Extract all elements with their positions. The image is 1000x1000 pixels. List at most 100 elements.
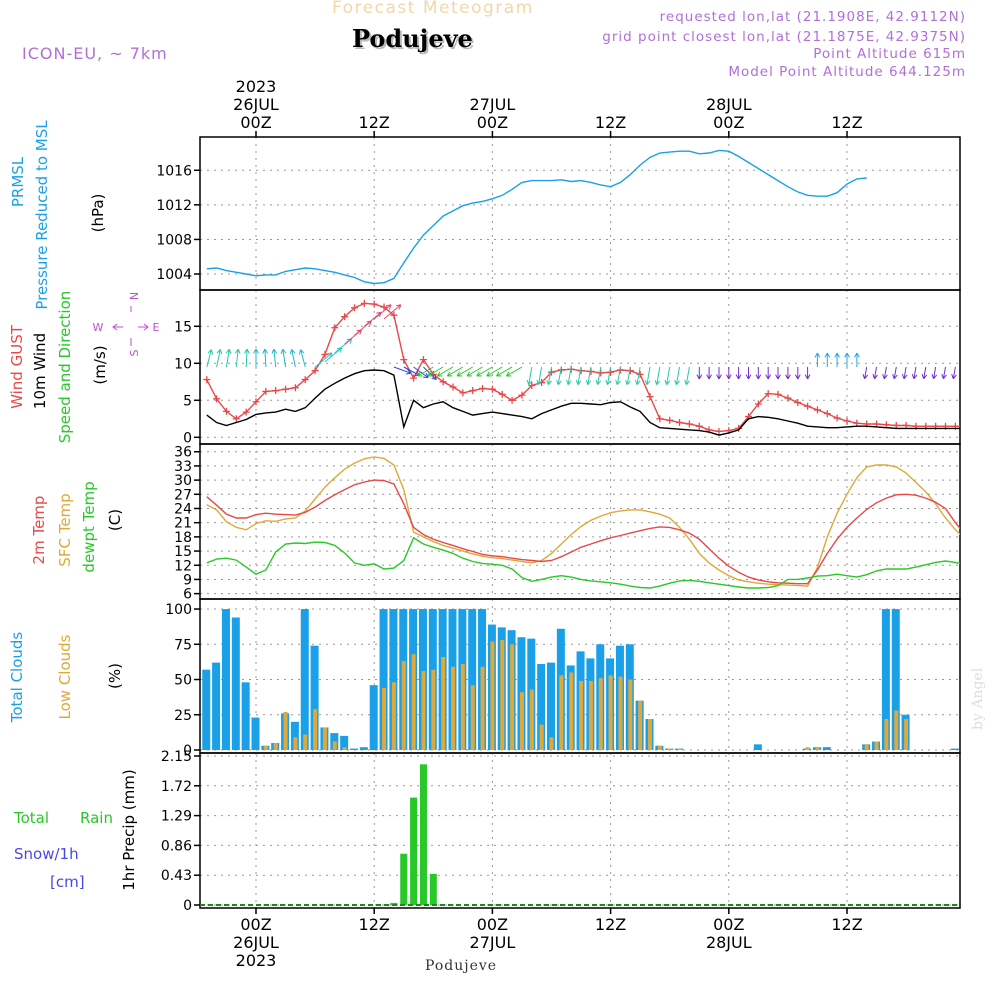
low-cloud-bar xyxy=(588,680,593,750)
y-tick-label: 1004 xyxy=(156,267,192,283)
wind-arrow xyxy=(892,366,898,380)
gust-line-marker xyxy=(282,385,290,393)
total-cloud-bar xyxy=(881,609,890,750)
compass-arrows xyxy=(112,306,149,346)
legend-2m-temp: 2m Temp xyxy=(30,496,48,565)
low-cloud-bar xyxy=(549,737,554,750)
gust-line-marker xyxy=(813,406,821,414)
compass-icon: N S W E xyxy=(93,292,160,357)
total-cloud-bar xyxy=(251,717,260,750)
low-cloud-bar xyxy=(874,741,879,750)
wind-arrow xyxy=(595,366,602,386)
total-cloud-bar xyxy=(202,669,211,750)
wind-arrow xyxy=(971,367,976,379)
low-cloud-bar xyxy=(579,680,584,750)
wind-arrow xyxy=(298,349,306,368)
top-time-label: 00Z xyxy=(240,113,271,132)
gust-line-marker xyxy=(252,398,260,406)
gust-line-marker xyxy=(804,402,812,410)
y-tick-label: 27 xyxy=(174,487,192,503)
legend-snow: Snow/1h xyxy=(14,845,79,863)
wind-arrow xyxy=(244,348,250,368)
y-tick-label: 0.43 xyxy=(161,868,192,884)
top-time-label: 00Z xyxy=(713,113,744,132)
gust-line-marker xyxy=(390,311,398,319)
total-cloud-bar xyxy=(537,664,546,750)
wind-arrow xyxy=(941,366,947,380)
legend-wind-gust: Wind GUST xyxy=(8,324,26,409)
gust-line-marker xyxy=(272,387,280,395)
top-time-label: 27JUL xyxy=(470,95,516,114)
wind-arrow xyxy=(206,349,214,368)
temp2m-line xyxy=(206,479,960,585)
gust-line-marker xyxy=(981,423,988,430)
low-cloud-bar xyxy=(283,711,288,750)
compass-n: N xyxy=(128,292,141,300)
gust-line-marker xyxy=(518,391,526,399)
legend-total: Total xyxy=(14,809,50,827)
total-cloud-bar xyxy=(379,609,388,750)
dewpt-line xyxy=(206,536,960,589)
low-cloud-bar xyxy=(500,640,505,750)
bottom-time-label: 26JUL xyxy=(233,933,279,952)
rain-bar xyxy=(410,797,418,905)
wind-arrow xyxy=(556,366,562,386)
y-tick-label: 1.29 xyxy=(161,809,192,825)
low-cloud-bar xyxy=(480,666,485,750)
gust-line-marker xyxy=(636,370,644,378)
requested-coords: requested lon,lat (21.1908E, 42.9112N) xyxy=(659,9,966,25)
gust-line-marker xyxy=(203,376,211,384)
low-cloud-bar xyxy=(421,671,426,750)
y-tick-label: 15 xyxy=(174,544,192,560)
y-tick-label: 6 xyxy=(183,587,192,603)
top-time-label: 26JUL xyxy=(233,95,279,114)
low-cloud-bar xyxy=(470,685,475,750)
top-time-label: 12Z xyxy=(595,113,626,132)
wind-arrow xyxy=(872,366,878,380)
gust-line-marker xyxy=(823,410,831,418)
bottom-time-label: 27JUL xyxy=(470,933,516,952)
gust-line-marker xyxy=(331,324,339,332)
bottom-time-label: 28JUL xyxy=(706,933,752,952)
gust-line-marker xyxy=(321,350,329,358)
wind-arrow xyxy=(962,367,967,379)
low-cloud-bar xyxy=(342,747,347,750)
wind-arrow xyxy=(536,366,543,386)
footer-location: Podujeve xyxy=(425,958,498,974)
wind-arrow xyxy=(755,367,762,380)
chart-title: Forecast Meteogram xyxy=(332,0,534,18)
gust-line-marker xyxy=(508,396,516,404)
legend-c: (C) xyxy=(106,509,124,531)
wind-arrow xyxy=(862,366,869,380)
y-tick-label: 33 xyxy=(174,459,192,475)
total-cloud-bar xyxy=(300,609,309,750)
gust-line-marker xyxy=(222,407,230,415)
gust-line-marker xyxy=(370,300,378,308)
wind-arrow xyxy=(765,367,772,380)
wind-arrow xyxy=(804,367,811,380)
wind-arrow xyxy=(364,311,382,327)
gust-line-marker xyxy=(991,423,998,430)
panel-frame xyxy=(199,752,961,909)
compass-w: W xyxy=(93,321,104,334)
wind-arrow xyxy=(634,366,641,386)
wind-arrow xyxy=(271,348,278,368)
wind-arrow xyxy=(234,348,241,368)
wind-arrow xyxy=(225,348,232,368)
wind-arrow xyxy=(456,366,473,377)
y-tick-label: 25 xyxy=(174,708,192,724)
wind-arrow xyxy=(262,348,268,368)
low-cloud-bar xyxy=(677,748,682,750)
low-cloud-bar xyxy=(332,741,337,750)
wind-arrow xyxy=(423,366,437,380)
gust-line-marker xyxy=(774,390,782,398)
low-cloud-bar xyxy=(293,737,298,750)
low-cloud-bar xyxy=(539,724,544,750)
y-tick-label: 18 xyxy=(174,530,192,546)
wind-arrow xyxy=(526,366,533,386)
gust-line-marker xyxy=(646,393,654,401)
legend-dewpt: dewpt Temp xyxy=(80,481,98,572)
dewpt-line-group xyxy=(206,536,960,589)
low-cloud-bar xyxy=(263,745,268,750)
